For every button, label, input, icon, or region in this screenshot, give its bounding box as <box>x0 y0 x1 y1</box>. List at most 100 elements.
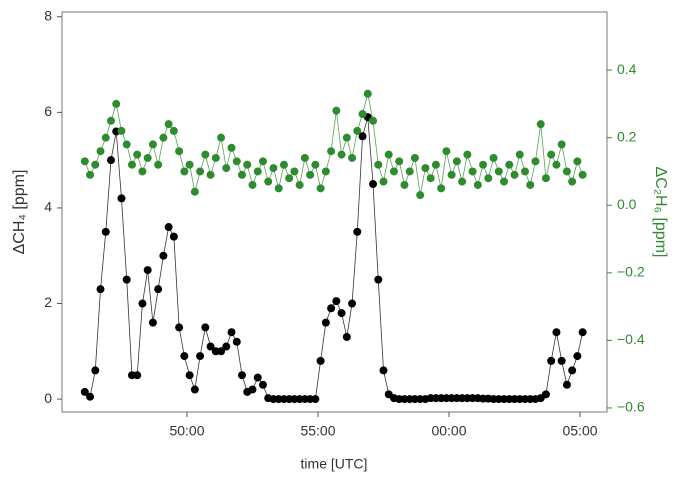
data-point <box>253 167 262 176</box>
data-point <box>306 170 315 179</box>
data-point <box>122 275 131 284</box>
data-point <box>101 133 110 142</box>
data-point <box>568 177 577 186</box>
data-point <box>505 160 514 169</box>
data-point <box>410 153 419 162</box>
data-point <box>80 157 89 166</box>
data-point <box>541 174 550 183</box>
data-point <box>311 160 320 169</box>
data-point <box>285 174 294 183</box>
data-point <box>389 167 398 176</box>
y-axis-label: ΔCH₄ [ppm] <box>11 170 28 255</box>
data-point <box>248 385 257 394</box>
data-point <box>573 352 582 361</box>
data-point <box>520 167 529 176</box>
data-point <box>91 366 100 375</box>
data-point <box>416 191 425 200</box>
data-point <box>112 99 121 108</box>
data-point <box>311 395 320 404</box>
data-point <box>431 160 440 169</box>
data-point <box>238 371 247 380</box>
data-point <box>452 157 461 166</box>
data-point <box>353 126 362 135</box>
data-point <box>337 150 346 159</box>
data-point <box>426 174 435 183</box>
data-point <box>232 157 241 166</box>
data-point <box>106 116 115 125</box>
data-point <box>562 380 571 389</box>
data-point <box>500 177 509 186</box>
data-point <box>211 153 220 162</box>
data-point <box>138 167 147 176</box>
data-point <box>217 133 226 142</box>
data-point <box>358 132 367 141</box>
data-point <box>384 150 393 159</box>
data-point <box>133 371 142 380</box>
data-point <box>395 157 404 166</box>
data-point <box>526 180 535 189</box>
data-point <box>290 167 299 176</box>
data-point <box>578 170 587 179</box>
data-point <box>321 318 330 327</box>
data-point <box>458 177 467 186</box>
data-point <box>342 332 351 341</box>
data-point <box>369 116 378 125</box>
data-point <box>437 184 446 193</box>
data-point <box>557 356 566 365</box>
data-point <box>164 120 173 129</box>
data-point <box>363 89 372 98</box>
x-tick-label: 00:00 <box>431 423 466 439</box>
data-point <box>547 356 556 365</box>
data-point <box>196 352 205 361</box>
data-point <box>421 164 430 173</box>
y2-tick-label: 0.0 <box>617 196 637 212</box>
data-point <box>248 180 257 189</box>
data-point <box>175 147 184 156</box>
data-point <box>348 299 357 308</box>
data-point <box>127 160 136 169</box>
data-point <box>468 167 477 176</box>
data-point <box>473 180 482 189</box>
data-point <box>190 385 199 394</box>
data-point <box>374 160 383 169</box>
data-point <box>557 140 566 149</box>
data-point <box>175 323 184 332</box>
y2-tick-label: 0.4 <box>617 61 637 77</box>
x-tick-label: 50:00 <box>169 423 204 439</box>
data-point <box>217 347 226 356</box>
data-point <box>379 366 388 375</box>
data-point <box>206 170 215 179</box>
data-point <box>101 227 110 236</box>
y2-tick-label: −0.4 <box>617 331 645 347</box>
data-point <box>258 157 267 166</box>
data-point <box>227 328 236 337</box>
data-point <box>253 373 262 382</box>
data-point <box>379 177 388 186</box>
data-point <box>536 120 545 129</box>
data-point <box>96 285 105 294</box>
data-point <box>510 170 519 179</box>
data-point <box>206 342 215 351</box>
data-point <box>279 160 288 169</box>
data-point <box>447 170 456 179</box>
data-point <box>117 126 126 135</box>
data-point <box>96 147 105 156</box>
data-point <box>568 366 577 375</box>
data-point <box>369 180 378 189</box>
plot-frame <box>61 11 608 413</box>
y-tick-label: 2 <box>44 294 52 310</box>
y2-tick-label: −0.6 <box>617 399 645 415</box>
data-point <box>91 160 100 169</box>
data-point <box>159 133 168 142</box>
data-point <box>562 167 571 176</box>
data-point <box>185 371 194 380</box>
data-point <box>180 352 189 361</box>
data-point <box>143 153 152 162</box>
data-point <box>169 126 178 135</box>
data-point <box>164 223 173 232</box>
data-point <box>148 140 157 149</box>
data-point <box>573 157 582 166</box>
data-point <box>547 150 556 159</box>
data-point <box>405 167 414 176</box>
data-point <box>348 153 357 162</box>
